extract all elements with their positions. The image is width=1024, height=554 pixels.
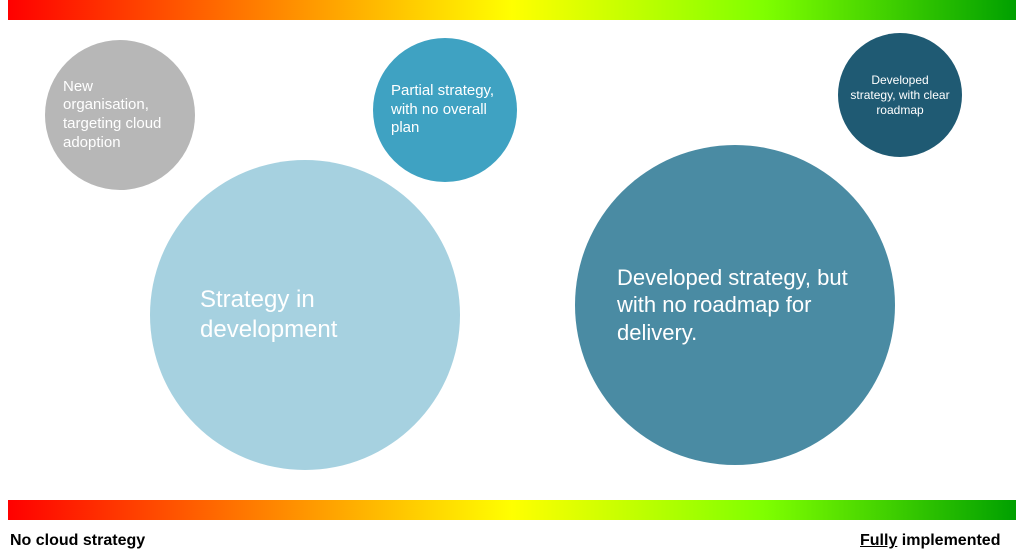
bubble-new-organisation: New organisation, targeting cloud adopti…	[45, 40, 195, 190]
bubble-developed-no-roadmap: Developed strategy, but with no roadmap …	[575, 145, 895, 465]
diagram-stage: New organisation, targeting cloud adopti…	[0, 0, 1024, 554]
axis-label-left: No cloud strategy	[10, 532, 145, 550]
bubble-label: Developed strategy, but with no roadmap …	[617, 264, 853, 347]
bubble-partial-strategy: Partial strategy, with no overall plan	[373, 38, 517, 182]
bubble-label: Developed strategy, with clear roadmap	[848, 73, 952, 118]
bubble-strategy-in-development: Strategy in development	[150, 160, 460, 470]
axis-left-text: No cloud strategy	[10, 532, 145, 549]
bubble-label: Partial strategy, with no overall plan	[391, 82, 499, 138]
bubble-label: Strategy in development	[200, 285, 410, 345]
bubble-developed-roadmap: Developed strategy, with clear roadmap	[838, 33, 962, 157]
spectrum-bar-bottom	[8, 500, 1016, 520]
axis-right-rest: implemented	[897, 532, 1000, 549]
axis-label-right: Fully implemented	[860, 532, 1000, 550]
axis-right-underlined: Fully	[860, 532, 897, 549]
bubble-label: New organisation, targeting cloud adopti…	[63, 78, 177, 153]
spectrum-bar-top	[8, 0, 1016, 20]
